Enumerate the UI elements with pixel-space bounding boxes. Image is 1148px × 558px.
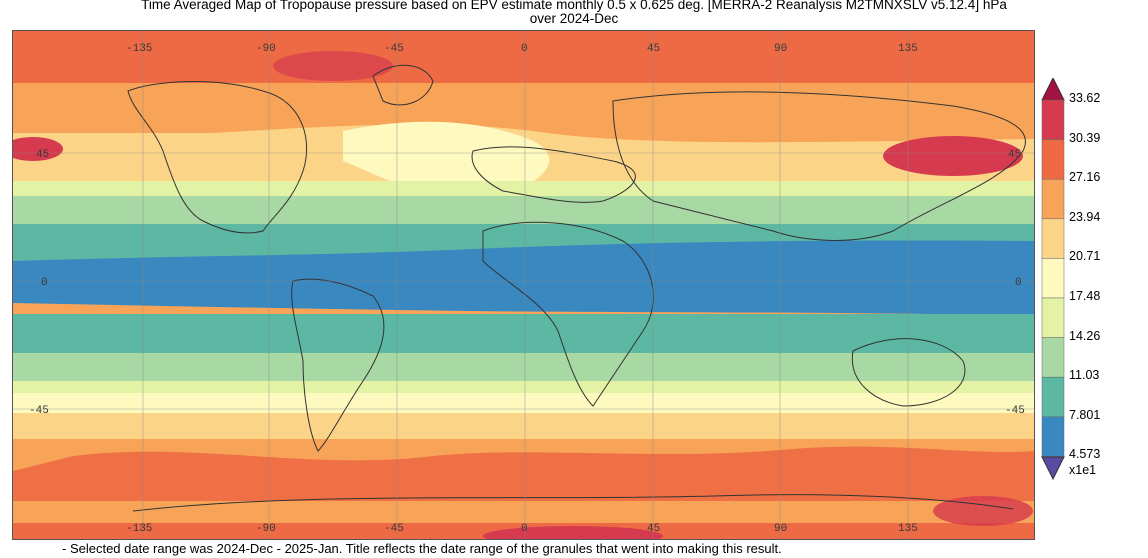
lon-tick-bottom: 45 <box>647 523 660 535</box>
colorbar-segment <box>1041 218 1065 259</box>
colorbar-tick-label: 20.71 <box>1069 249 1101 264</box>
colorbar-segment <box>1041 99 1065 140</box>
lon-tick-bottom: -135 <box>126 523 152 535</box>
colorbar-tick-label: 7.801 <box>1069 407 1101 422</box>
colorbar-tick-label: 14.26 <box>1069 328 1101 343</box>
lon-tick-top: 0 <box>521 43 528 55</box>
colorbar-tick-label: 11.03 <box>1069 368 1100 383</box>
lat-tick-right: -45 <box>1005 405 1025 417</box>
map-subtitle: over 2024-Dec <box>529 11 619 26</box>
under-arrow <box>1041 456 1065 481</box>
colorbar-tick-label: 30.39 <box>1069 130 1101 145</box>
lat-tick-left: -45 <box>29 405 49 417</box>
lon-tick-top: 135 <box>898 43 918 55</box>
colorbar-tick-label: 33.62 <box>1069 91 1101 105</box>
colorbar-segment <box>1041 416 1065 457</box>
colorbar-segment <box>1041 139 1065 180</box>
over-arrow <box>1041 76 1065 101</box>
lon-tick-bottom: 135 <box>898 523 918 535</box>
colorbar-segment <box>1041 258 1065 299</box>
graticule <box>13 31 1034 539</box>
colorbar-multiplier: x1e1 <box>1069 463 1097 477</box>
lon-tick-bottom: -45 <box>384 523 404 535</box>
colorbar <box>1040 76 1066 485</box>
colorbar-tick-label: 23.94 <box>1069 209 1101 224</box>
lon-tick-bottom: -90 <box>256 523 276 535</box>
lon-tick-bottom: 90 <box>774 523 787 535</box>
map-title: Time Averaged Map of Tropopause pressure… <box>141 0 1007 12</box>
colorbar-segment <box>1041 337 1065 378</box>
colorbar-tick-label: 27.16 <box>1069 170 1101 185</box>
lat-tick-right: 45 <box>1008 149 1021 161</box>
footnote: - Selected date range was 2024-Dec - 202… <box>62 541 782 556</box>
colorbar-segment <box>1041 297 1065 338</box>
lon-tick-bottom: 0 <box>521 523 528 535</box>
lat-tick-left: 0 <box>41 277 48 289</box>
lon-tick-top: -135 <box>126 43 152 55</box>
field-bands <box>13 31 1034 539</box>
lon-tick-top: 90 <box>774 43 787 55</box>
lat-tick-left: 45 <box>36 149 49 161</box>
lon-tick-top: 45 <box>647 43 660 55</box>
colorbar-segment <box>1041 376 1065 418</box>
lon-tick-top: -45 <box>384 43 404 55</box>
tropopause-pressure-map: -135 -90 -45 0 45 90 135 -135 -90 -45 0 … <box>12 30 1035 540</box>
lon-tick-top: -90 <box>256 43 276 55</box>
colorbar-tick-label: 17.48 <box>1069 289 1101 303</box>
colorbar-tick-label: 4.573 <box>1069 447 1101 462</box>
colorbar-segment <box>1041 178 1065 220</box>
lat-tick-right: 0 <box>1015 277 1022 289</box>
